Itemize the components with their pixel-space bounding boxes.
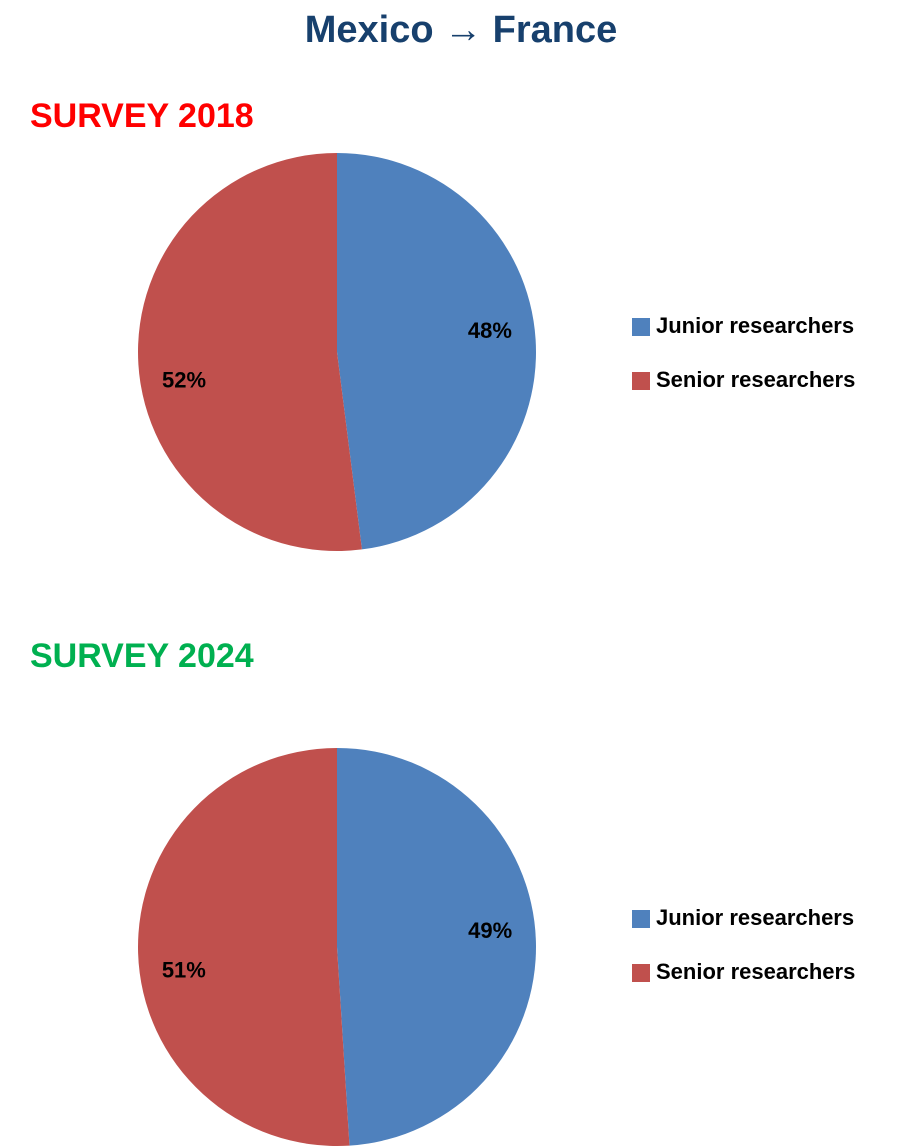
data-label: 52% [162,367,206,392]
pie-slice [138,748,350,1146]
page-title: Mexico → France [305,9,618,51]
legend-swatch [632,318,650,336]
data-label: 51% [162,958,206,983]
legend-label: Senior researchers [656,367,855,392]
legend-label: Junior researchers [656,905,854,930]
chart-title: SURVEY 2024 [30,637,254,675]
pie-slice [337,153,537,550]
chart-title: SURVEY 2018 [30,97,254,135]
data-label: 48% [468,318,512,343]
legend-swatch [632,910,650,928]
legend-swatch [632,372,650,390]
data-label: 49% [468,918,512,943]
legend-label: Junior researchers [656,313,854,338]
pie-slice [337,748,537,1146]
legend-label: Senior researchers [656,959,855,984]
pie-slice [138,153,362,551]
legend-swatch [632,964,650,982]
